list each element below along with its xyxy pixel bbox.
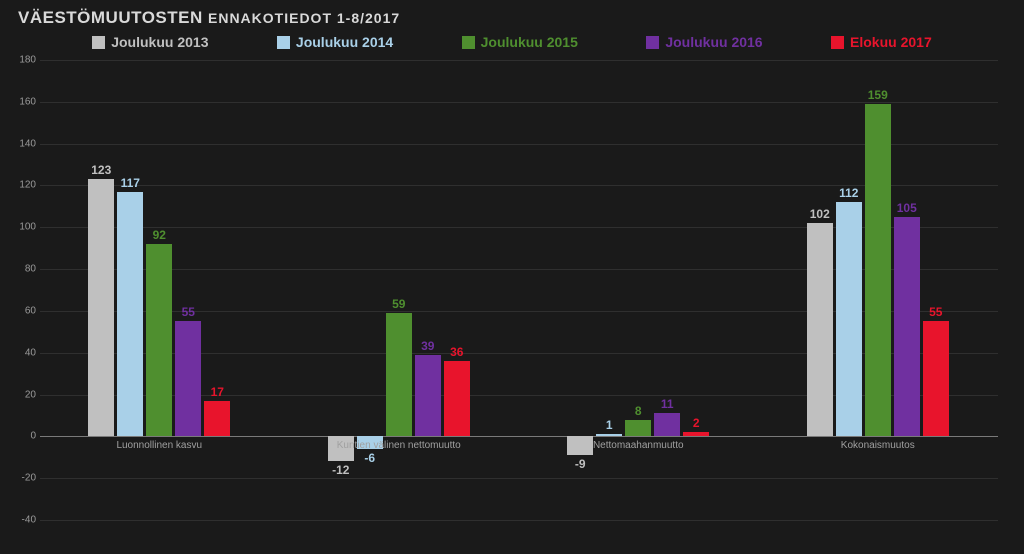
legend-label: Joulukuu 2014	[296, 34, 393, 50]
y-axis-label: 20	[14, 389, 36, 400]
category-label: Kokonaismuutos	[759, 440, 998, 451]
y-axis-label: -20	[14, 473, 36, 484]
category-group: 102 112 159 105 55 Kokonaismuutos	[759, 60, 999, 520]
bar-rect	[654, 413, 680, 436]
bar-value-label: 55	[929, 305, 942, 319]
category-label: Luonnollinen kasvu	[40, 440, 279, 451]
bar-value-label: 112	[839, 186, 858, 200]
y-axis-label: 80	[14, 264, 36, 275]
bar-rect	[415, 355, 441, 437]
bar-value-label: 11	[661, 397, 674, 411]
bar-rect	[175, 321, 201, 436]
bar-value-label: 55	[182, 305, 195, 319]
category-group: 123 117 92 55 17 Luonnollinen kasvu	[40, 60, 280, 520]
bar-value-label: 17	[211, 385, 224, 399]
bar-value-label: -6	[364, 451, 375, 465]
y-axis-label: 180	[14, 55, 36, 66]
bar-value-label: -9	[575, 457, 586, 471]
bar-value-label: 39	[421, 339, 434, 353]
bar-value-label: 36	[450, 345, 463, 359]
bar-value-label: 102	[810, 207, 830, 221]
bar-rect	[894, 217, 920, 437]
y-axis-label: 160	[14, 96, 36, 107]
bar-rect	[204, 401, 230, 437]
legend-swatch	[831, 36, 844, 49]
y-axis-label: 120	[14, 180, 36, 191]
bar-rect	[444, 361, 470, 436]
bar-rect	[146, 244, 172, 436]
bar-value-label: 8	[635, 404, 642, 418]
chart-container: VÄESTÖMUUTOSTEN ENNAKOTIEDOT 1-8/2017 Jo…	[0, 0, 1024, 554]
chart-title: VÄESTÖMUUTOSTEN ENNAKOTIEDOT 1-8/2017	[18, 8, 1006, 28]
legend-swatch	[646, 36, 659, 49]
legend-swatch	[462, 36, 475, 49]
legend-swatch	[92, 36, 105, 49]
bar-rect	[596, 434, 622, 436]
bar-rect	[625, 420, 651, 437]
bar-value-label: 123	[91, 163, 111, 177]
category-label: Nettomaahanmuutto	[519, 440, 758, 451]
bar-value-label: 117	[121, 176, 140, 190]
bar-rect	[923, 321, 949, 436]
bar-rect	[807, 223, 833, 436]
y-axis-label: 100	[14, 222, 36, 233]
legend-item: Joulukuu 2014	[277, 34, 393, 50]
legend: Joulukuu 2013 Joulukuu 2014 Joulukuu 2015 J…	[18, 34, 1006, 56]
title-sub: ENNAKOTIEDOT 1-8/2017	[208, 10, 400, 26]
legend-label: Joulukuu 2015	[481, 34, 578, 50]
legend-label: Joulukuu 2016	[665, 34, 762, 50]
bar-rect	[683, 432, 709, 436]
bar-value-label: 59	[392, 297, 405, 311]
legend-swatch	[277, 36, 290, 49]
bar-rect	[386, 313, 412, 436]
bar-rect	[865, 104, 891, 436]
category-group: -12 -6 59 39 36 Kuntien välinen nettomuutto	[280, 60, 520, 520]
y-axis-label: 40	[14, 347, 36, 358]
y-axis-label: -40	[14, 515, 36, 526]
category-label: Kuntien välinen nettomuutto	[280, 440, 519, 451]
legend-item: Joulukuu 2015	[462, 34, 578, 50]
bar-rect	[88, 179, 114, 436]
plot-area: -40-20020406080100120140160180 123117925…	[40, 60, 998, 520]
legend-item: Joulukuu 2013	[92, 34, 208, 50]
y-axis-label: 140	[14, 138, 36, 149]
category-group: -9 1 8 11 2 Nettomaahanmuutto	[519, 60, 759, 520]
bar-value-label: 159	[868, 88, 888, 102]
legend-item: Joulukuu 2016	[646, 34, 762, 50]
legend-item: Elokuu 2017	[831, 34, 932, 50]
bar-value-label: -12	[332, 463, 349, 477]
bar-value-label: 105	[897, 201, 917, 215]
bar-groups: 123 117 92 55 17 Luonnollinen kasvu -12 -6 59 39 3…	[40, 60, 998, 520]
legend-label: Elokuu 2017	[850, 34, 932, 50]
grid-line	[40, 520, 998, 521]
bar-rect	[836, 202, 862, 436]
bar-value-label: 2	[693, 416, 700, 430]
bar-value-label: 1	[606, 418, 613, 432]
bar-rect	[117, 192, 143, 437]
bar-value-label: 92	[153, 228, 166, 242]
y-axis-label: 60	[14, 305, 36, 316]
title-main: VÄESTÖMUUTOSTEN	[18, 8, 203, 27]
legend-label: Joulukuu 2013	[111, 34, 208, 50]
y-axis-label: 0	[14, 431, 36, 442]
